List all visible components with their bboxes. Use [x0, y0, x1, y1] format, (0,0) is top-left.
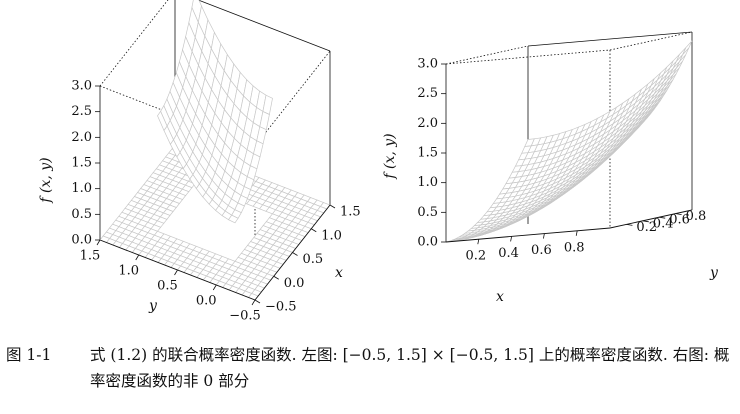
x-tick [477, 239, 480, 245]
x-tick [543, 233, 545, 239]
z-tick-label: 1.5 [71, 156, 92, 171]
box-edge-dotted [609, 31, 693, 51]
y-tick [251, 299, 256, 306]
surface-cell [227, 214, 239, 224]
y-tick [174, 269, 178, 276]
x-tick [329, 204, 336, 209]
x-tick-label: 1.0 [321, 228, 342, 243]
y-tick-label: 0.8 [686, 209, 707, 224]
x-tick-label: 0.5 [303, 252, 324, 267]
z-tick-label: 0.0 [417, 235, 438, 250]
box-edge-dotted [99, 0, 169, 87]
y-tick-label: 0.0 [196, 294, 217, 309]
x-tick [292, 252, 298, 256]
caption-label: 图 1-1 [6, 346, 52, 364]
z-tick-label: 2.0 [417, 116, 438, 131]
z-tick-label: 0.5 [71, 207, 92, 222]
y-tick-label: 0.5 [157, 279, 178, 294]
y-tick-label: 0.4 [653, 216, 674, 231]
x-tick [254, 299, 261, 304]
surface-mesh [99, 0, 331, 301]
box-edge-dotted [254, 50, 331, 147]
x-tick [311, 228, 317, 233]
z-tick-label: 1.5 [417, 146, 438, 161]
y-tick [642, 220, 649, 223]
x-tick [510, 236, 512, 242]
y-tick-label: 1.0 [118, 264, 139, 279]
caption-text: 式 (1.2) 的联合概率密度函数. 左图: [−0.5, 1.5] × [−0… [90, 346, 730, 390]
z-axis-label: f (x, y) [382, 133, 398, 179]
z-tick-label: 3.0 [71, 79, 92, 94]
y-axis-label: y [709, 265, 719, 281]
x-tick-label: 1.5 [340, 205, 361, 220]
x-tick [273, 275, 279, 280]
y-tick [626, 224, 633, 226]
z-tick-label: 2.5 [71, 104, 92, 119]
surface-mesh [445, 40, 693, 243]
x-tick-label: 0.8 [564, 240, 585, 255]
x-tick [575, 230, 578, 236]
y-tick-label: −0.5 [229, 309, 261, 324]
y-tick [135, 254, 140, 261]
x-axis-label: x [335, 265, 343, 281]
y-tick [212, 284, 217, 291]
box-edge-dotted [445, 45, 529, 65]
x-tick-label: −0.5 [265, 300, 297, 315]
y-tick [675, 213, 682, 215]
y-tick [659, 216, 666, 219]
x-tick-label: 0.6 [531, 243, 552, 258]
box-edge [609, 209, 693, 229]
box-edge-dotted [445, 49, 611, 65]
z-tick-label: 0.0 [71, 233, 92, 248]
z-tick-label: 1.0 [71, 181, 92, 196]
z-tick-label: 1.0 [417, 175, 438, 190]
z-tick-label: 2.5 [417, 86, 438, 101]
y-axis-label: y [148, 298, 158, 314]
surface-cell [682, 40, 693, 56]
z-tick-label: 2.0 [71, 130, 92, 145]
box-edge [445, 227, 611, 243]
y-tick-label: 0.2 [636, 220, 657, 235]
y-tick [96, 239, 101, 246]
x-tick-label: 0.2 [465, 249, 486, 264]
y-tick-label: 0.6 [669, 213, 690, 228]
x-tick-label: 0.4 [498, 246, 519, 261]
box-edge [197, 0, 331, 52]
z-tick-label: 3.0 [417, 57, 438, 72]
z-tick-label: 0.5 [417, 205, 438, 220]
x-tick-label: 0.0 [284, 276, 305, 291]
x-axis-label: x [496, 289, 504, 305]
box-edge [527, 31, 693, 47]
y-tick-label: 1.5 [80, 249, 101, 264]
z-axis-label: f (x, y) [38, 157, 54, 203]
